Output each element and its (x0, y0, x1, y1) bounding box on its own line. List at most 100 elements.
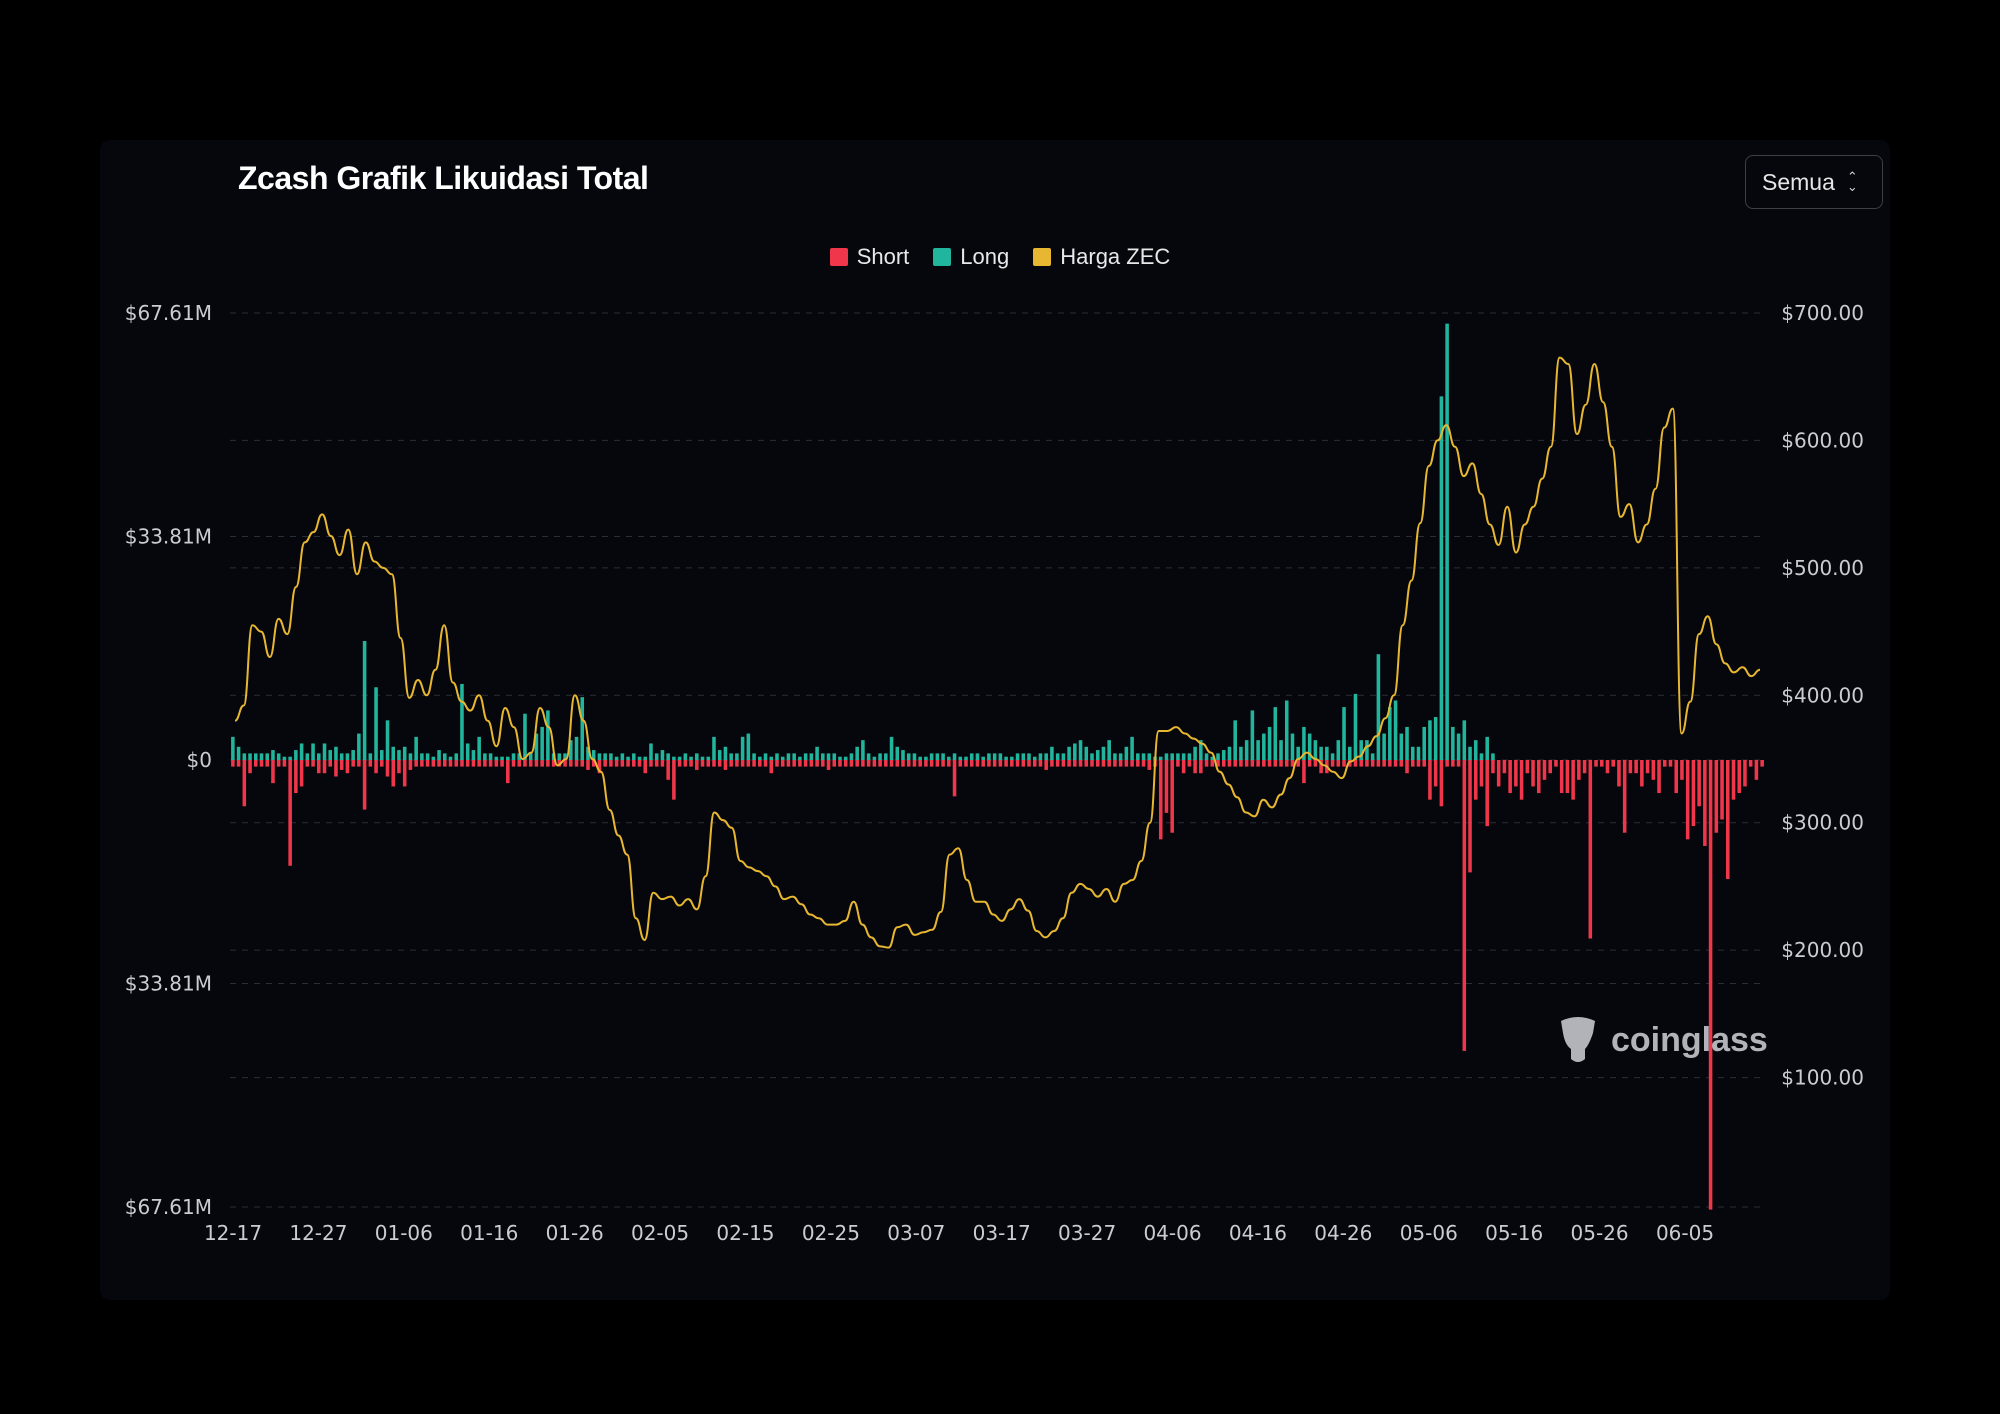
long-bar (276, 753, 281, 760)
long-bar (609, 753, 613, 760)
long-bar (1273, 707, 1278, 760)
short-bar (511, 760, 516, 767)
short-bar (282, 760, 287, 767)
legend-item-long[interactable]: Long (933, 244, 1009, 270)
long-bar (941, 753, 945, 760)
short-bar (1674, 760, 1678, 794)
legend-swatch-long (933, 248, 952, 266)
long-bar (425, 753, 430, 760)
long-bar (763, 753, 768, 760)
y-right-tick-label: $700.00 (1781, 301, 1864, 325)
short-bar (1582, 760, 1587, 774)
y-right-tick-label: $600.00 (1781, 428, 1864, 452)
long-bar (1267, 726, 1272, 760)
short-bar (1399, 760, 1404, 767)
short-bar (649, 760, 653, 767)
long-bar (506, 756, 510, 760)
long-bar (1044, 753, 1048, 760)
x-tick-label: 01-26 (546, 1221, 604, 1245)
short-bar (855, 760, 859, 767)
long-bar (952, 753, 957, 760)
short-bar (1388, 760, 1392, 767)
short-bar (1456, 760, 1461, 767)
range-select[interactable]: Semua ⌃ ⌄ (1745, 155, 1883, 209)
short-bar (1101, 760, 1106, 767)
short-bar (906, 760, 911, 767)
short-bar (431, 760, 436, 767)
long-bar (574, 736, 579, 760)
legend-item-short[interactable]: Short (829, 244, 909, 270)
short-bar (992, 760, 997, 767)
long-bar (517, 753, 522, 760)
short-bar (1657, 760, 1661, 794)
short-bar (236, 760, 241, 767)
short-bar (1588, 760, 1593, 939)
short-bar (987, 760, 991, 767)
long-bar (368, 753, 373, 760)
long-bar (494, 756, 499, 760)
short-bar (1107, 760, 1111, 767)
x-tick-label: 02-25 (802, 1221, 860, 1245)
short-bar (380, 760, 384, 767)
long-bar (1050, 746, 1054, 760)
short-bar (683, 760, 688, 767)
long-bar (511, 753, 516, 760)
long-bar (752, 753, 756, 760)
short-bar (654, 760, 659, 767)
short-bar (935, 760, 940, 767)
long-bar (895, 746, 900, 760)
long-bar (1262, 733, 1266, 760)
legend-item-price[interactable]: Harga ZEC (1033, 244, 1170, 270)
short-bar (1158, 760, 1163, 840)
short-bar (1433, 760, 1438, 787)
short-bar (317, 760, 321, 774)
coinglass-logo-icon (1561, 1017, 1595, 1062)
long-bar (1284, 700, 1289, 760)
long-bar (597, 753, 602, 760)
short-bar (884, 760, 888, 767)
short-bar (534, 760, 539, 767)
short-bar (299, 760, 304, 787)
long-bar (1445, 323, 1449, 760)
long-bar (1428, 720, 1432, 760)
short-bar (603, 760, 607, 767)
short-bar (964, 760, 968, 767)
short-bar (1216, 760, 1220, 767)
y-left-tick-label: $0 (187, 748, 212, 772)
short-bar (901, 760, 905, 767)
legend-swatch-price (1033, 248, 1052, 266)
x-tick-label: 02-15 (716, 1221, 774, 1245)
short-bar (1221, 760, 1226, 767)
y-left-tick-label: $67.61M (125, 1195, 212, 1219)
short-bar (328, 760, 333, 767)
long-bar (385, 720, 390, 760)
long-bar (1353, 693, 1358, 760)
long-bar (803, 753, 808, 760)
short-bar (1084, 760, 1089, 767)
short-bar (941, 760, 945, 767)
long-bar (769, 756, 774, 760)
long-bar (1410, 746, 1415, 760)
chart-legend: Short Long Harga ZEC (0, 244, 2000, 270)
short-bar (792, 760, 796, 767)
long-bar (981, 756, 985, 760)
short-bar (1651, 760, 1656, 780)
short-bar (861, 760, 865, 767)
short-bar (626, 760, 630, 767)
coinglass-watermark: coinglass (1555, 1015, 1768, 1065)
long-bar (563, 753, 567, 760)
long-bar (649, 743, 653, 760)
short-bar (1428, 760, 1432, 800)
short-bar (1685, 760, 1690, 840)
short-bar (1370, 760, 1375, 767)
short-bar (1737, 760, 1742, 794)
legend-label-price: Harga ZEC (1060, 244, 1171, 269)
short-bar (1136, 760, 1140, 767)
short-bar (1559, 760, 1564, 794)
short-bar (1050, 760, 1054, 767)
long-bar (1365, 740, 1369, 760)
short-bar (339, 760, 344, 770)
short-bar (1720, 760, 1724, 820)
long-bar (460, 683, 464, 760)
short-bar (1462, 760, 1467, 1051)
